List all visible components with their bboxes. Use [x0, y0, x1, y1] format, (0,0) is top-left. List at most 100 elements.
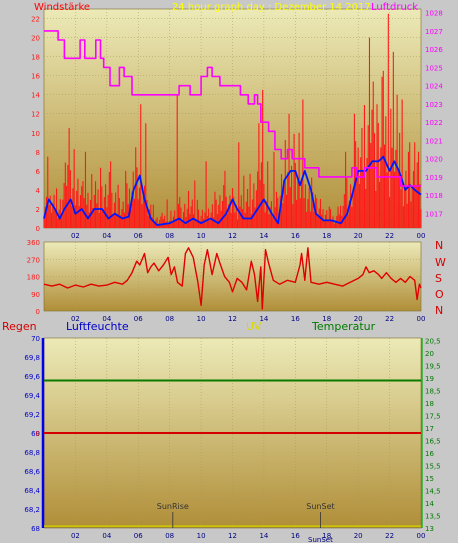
wind-direction-line [43, 247, 422, 310]
pressure-y-tick-label: 1019 [425, 174, 443, 182]
rain-label: Regen [2, 320, 37, 333]
direction-y-tick-label: 180 [27, 274, 40, 282]
x-tick-label: 08 [165, 532, 174, 540]
direction-label-w: W [435, 256, 446, 269]
direction-y-tick-label: 270 [27, 256, 40, 264]
humidity-y-tick-label: 68,6 [24, 468, 40, 476]
x-tick-label: 08 [165, 315, 174, 323]
x-tick-label: 22 [385, 232, 394, 240]
temperature-y-tick-label: 17 [425, 425, 434, 433]
x-tick-label: 22 [385, 532, 394, 540]
temperature-y-tick-label: 19 [425, 375, 434, 383]
x-tick-label: 10 [197, 232, 206, 240]
pressure-y-tick-label: 1020 [425, 156, 443, 164]
pressure-line [44, 30, 421, 187]
wind-y-tick-label: 18 [31, 54, 40, 62]
x-tick-label: 06 [134, 232, 143, 240]
humidity-y-tick-label: 68 [31, 525, 40, 533]
x-tick-label: 14 [259, 315, 268, 323]
x-tick-label: 10 [197, 315, 206, 323]
x-tick-label: 02 [71, 315, 80, 323]
temperature-y-tick-label: 19,5 [425, 363, 441, 371]
wind-y-tick-label: 22 [31, 16, 40, 24]
temperature-y-tick-label: 20,5 [425, 338, 441, 346]
x-tick-label: 08 [165, 232, 174, 240]
direction-y-tick-label: 0 [36, 308, 40, 316]
wind-average-line [43, 155, 422, 227]
pressure-label: Luftdruck [371, 2, 419, 13]
x-tick-label: 20 [354, 315, 363, 323]
temperature-y-tick-label: 17,5 [425, 413, 441, 421]
x-tick-label: 20 [354, 532, 363, 540]
pressure-y-tick-label: 1025 [425, 64, 443, 72]
wind-y-tick-label: 2 [36, 206, 40, 214]
humidity-y-tick-label: 68,8 [24, 449, 40, 457]
wind-y-tick-label: 12 [31, 111, 40, 119]
x-tick-label: 00 [417, 232, 426, 240]
temperature-y-tick-label: 15,5 [425, 463, 441, 471]
wind-y-tick-label: 14 [31, 92, 40, 100]
temperature-y-tick-label: 16 [425, 450, 434, 458]
pressure-y-tick-label: 1022 [425, 119, 443, 127]
wind-y-tick-label: 8 [36, 149, 40, 157]
direction-label-n: N [435, 239, 444, 252]
x-tick-label: 20 [354, 232, 363, 240]
x-tick-label: 06 [134, 315, 143, 323]
wind-label: Windstärke [34, 2, 91, 13]
wind-y-tick-label: 6 [36, 168, 41, 176]
temperature-y-tick-label: 16,5 [425, 438, 441, 446]
x-tick-label: 00 [417, 315, 426, 323]
humidity-y-tick-label: 69,8 [24, 354, 40, 362]
x-tick-label: 10 [197, 532, 206, 540]
x-tick-label: 12 [228, 315, 237, 323]
x-tick-label: 12 [228, 532, 237, 540]
x-tick-label: 04 [102, 532, 111, 540]
humidity-y-tick-label: 69,2 [24, 411, 40, 419]
x-tick-label: 16 [291, 315, 300, 323]
humidity-y-tick-label: 69,4 [24, 392, 40, 400]
direction-label-o: O [435, 288, 444, 301]
pressure-y-tick-label: 1018 [425, 192, 443, 200]
humidity-y-tick-label: 68,4 [24, 487, 40, 495]
uv-label: UV [246, 320, 262, 333]
rain-zero-label: 0 [36, 430, 40, 438]
x-tick-label: 02 [71, 232, 80, 240]
direction-y-tick-label: 360 [27, 239, 40, 247]
temperature-y-tick-label: 18,5 [425, 388, 441, 396]
pressure-y-tick-label: 1026 [425, 46, 443, 54]
wind-y-tick-label: 10 [31, 130, 40, 138]
temperature-y-tick-label: 13 [425, 525, 434, 533]
humidity-y-tick-label: 69 [31, 430, 40, 438]
x-tick-label: 04 [102, 315, 111, 323]
direction-label-s: S [435, 272, 442, 285]
x-tick-label: 22 [385, 315, 394, 323]
pressure-y-tick-label: 1023 [425, 101, 443, 109]
x-tick-label: 14 [259, 532, 268, 540]
temperature-y-tick-label: 18 [425, 400, 434, 408]
x-tick-label: 16 [291, 232, 300, 240]
pressure-y-tick-label: 1017 [425, 210, 443, 218]
humidity-y-tick-label: 69,6 [24, 373, 40, 381]
pressure-y-tick-label: 1028 [425, 10, 443, 18]
temperature-y-tick-label: 14,5 [425, 488, 441, 496]
direction-label-n2: N [435, 304, 444, 317]
pressure-y-tick-label: 1021 [425, 137, 443, 145]
pressure-y-tick-label: 1024 [425, 83, 443, 91]
x-tick-label: 14 [259, 232, 268, 240]
direction-plot-area [43, 241, 422, 312]
x-tick-label: 12 [228, 232, 237, 240]
x-tick-label: 18 [322, 315, 331, 323]
temperature-y-tick-label: 13,5 [425, 513, 441, 521]
direction-y-tick-label: 90 [31, 291, 40, 299]
x-tick-label: 06 [134, 532, 143, 540]
wind-y-tick-label: 4 [36, 187, 41, 195]
sunset-label: SunSet [306, 502, 334, 511]
sunrise-label: SunRise [157, 502, 189, 511]
humidity-y-tick-label: 70 [31, 335, 40, 343]
x-tick-label: 02 [71, 532, 80, 540]
temperature-y-tick-label: 15 [425, 475, 434, 483]
wind-y-tick-label: 16 [31, 73, 40, 81]
chart-title: 24 hour graph day : Dezember 14 2017 [172, 2, 371, 13]
temperature-label: Temperatur [312, 320, 376, 333]
